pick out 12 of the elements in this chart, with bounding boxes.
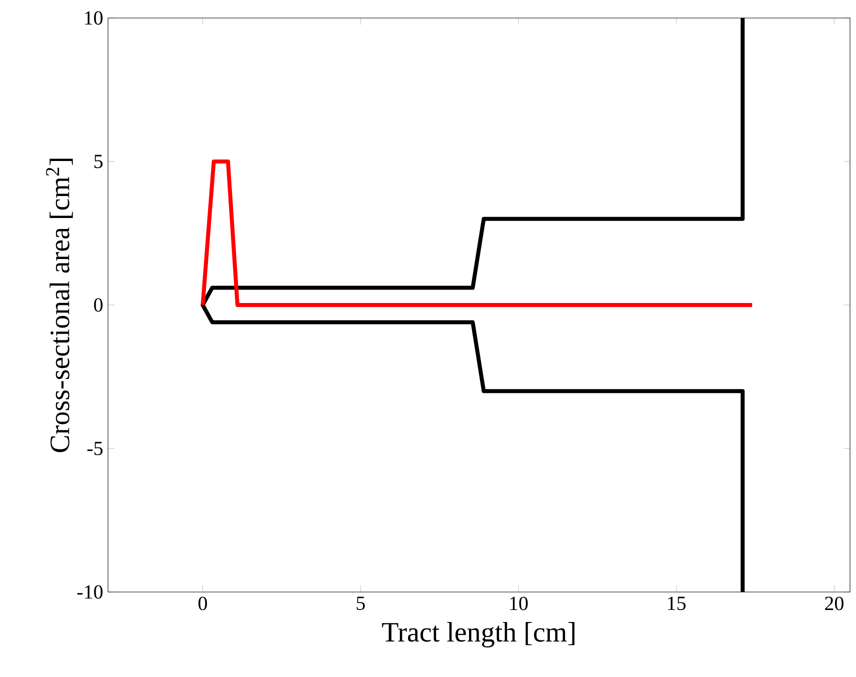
x-tick-label: 0: [198, 596, 207, 610]
x-tick-label: 20: [825, 596, 844, 610]
y-tick-label: -5: [87, 442, 103, 456]
y-tick-label: 0: [94, 298, 103, 312]
y-tick-label: 10: [85, 11, 103, 25]
y-axis-title: Cross-sectional area [cm$^{2}$]: [46, 158, 73, 452]
x-tick-label: 15: [668, 596, 686, 610]
x-axis-title: Tract length [cm]: [382, 622, 574, 648]
y-tick-label: 5: [94, 154, 103, 168]
x-tick-label: 5: [356, 596, 365, 610]
x-tick-label: 10: [510, 596, 528, 610]
y-tick-label: -10: [77, 585, 103, 599]
